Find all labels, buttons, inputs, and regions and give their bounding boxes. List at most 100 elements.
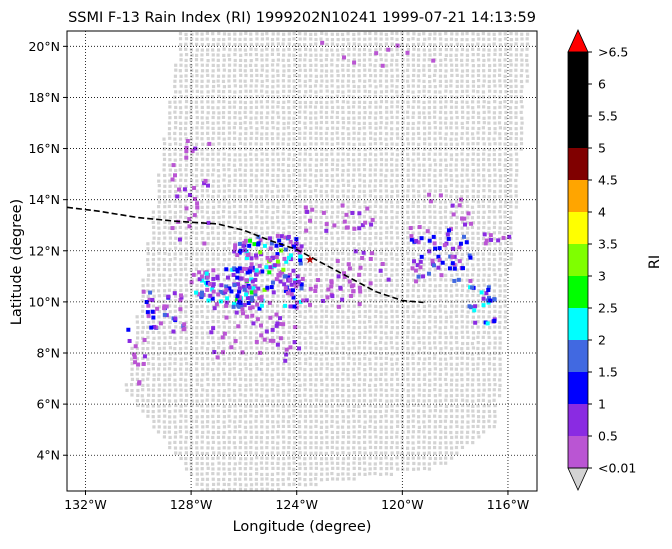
swath-cell [477, 179, 481, 183]
swath-cell [390, 367, 394, 371]
swath-cell [428, 95, 432, 99]
swath-cell [184, 430, 189, 434]
swath-cell [183, 310, 188, 314]
swath-cell [254, 200, 259, 204]
swath-cell [492, 330, 496, 335]
swath-cell [320, 472, 324, 476]
swath-cell [292, 183, 296, 188]
swath-cell [509, 168, 513, 172]
swath-cell [303, 173, 307, 177]
swath-cell [325, 200, 329, 204]
swath-cell [347, 89, 351, 93]
swath-cell [455, 189, 459, 194]
swath-cell [444, 441, 448, 445]
swath-cell [503, 163, 507, 167]
swath-cell [281, 105, 285, 110]
swath-cell [308, 373, 313, 377]
swath-cell [443, 210, 448, 214]
swath-cell [244, 450, 248, 455]
swath-cell [439, 367, 443, 372]
swath-cell [260, 315, 264, 319]
swath-cell [206, 420, 210, 424]
swath-cell [308, 246, 312, 250]
swath-cell [416, 179, 421, 183]
swath-cell [417, 347, 421, 351]
swath-cell [292, 137, 296, 141]
swath-cell [211, 89, 215, 93]
swath-cell [281, 435, 286, 439]
swath-cell [216, 482, 221, 486]
swath-cell [363, 241, 367, 245]
swath-cell [287, 430, 291, 434]
swath-cell [211, 189, 216, 193]
swath-cell [303, 446, 307, 450]
swath-cell [341, 278, 345, 282]
swath-cell [433, 284, 438, 288]
swath-cell [298, 331, 302, 335]
swath-cell [395, 367, 400, 371]
swath-cell [482, 225, 486, 230]
swath-cell [276, 483, 280, 487]
swath-cell [281, 409, 286, 413]
swath-cell [271, 110, 275, 114]
swath-cell [173, 393, 177, 397]
swath-cell [271, 414, 275, 418]
swath-cell [487, 399, 491, 403]
swath-cell [233, 252, 237, 257]
swath-cell [487, 89, 492, 93]
swath-cell [168, 268, 172, 272]
swath-cell [346, 127, 350, 131]
swath-cell [184, 132, 188, 136]
swath-cell [341, 247, 345, 251]
swath-cell [411, 367, 416, 371]
swath-cell [255, 215, 259, 219]
swath-cell [352, 137, 356, 141]
swath-cell [135, 372, 139, 376]
swath-cell [178, 278, 182, 282]
swath-cell [157, 251, 161, 256]
swath-cell [379, 347, 383, 351]
swath-cell [211, 273, 215, 277]
swath-cell [384, 294, 388, 298]
swath-cell [335, 409, 339, 413]
swath-cell [222, 205, 226, 209]
swath-cell [314, 404, 318, 409]
swath-cell [336, 210, 340, 214]
swath-cell [411, 424, 416, 429]
swath-cell [173, 147, 177, 151]
swath-cell [173, 294, 178, 298]
swath-cell [336, 309, 340, 313]
swath-cell [179, 94, 183, 99]
swath-cell [357, 414, 362, 419]
swath-cell [233, 84, 237, 88]
swath-cell [504, 132, 508, 136]
swath-cell [450, 373, 454, 377]
swath-cell [320, 420, 324, 424]
swath-cell [265, 163, 270, 167]
swath-cell [341, 367, 346, 371]
swath-cell [243, 110, 247, 115]
swath-cell [184, 351, 188, 356]
swath-cell [270, 478, 274, 482]
swath-cell [493, 173, 497, 177]
swath-cell [184, 451, 188, 455]
swath-cell [293, 441, 297, 445]
swath-cell [481, 398, 486, 402]
swath-cell [396, 420, 400, 424]
swath-cell [401, 132, 405, 136]
swath-cell [243, 168, 247, 173]
swath-cell [476, 362, 480, 366]
swath-cell [184, 252, 189, 256]
swath-cell [314, 136, 318, 141]
swath-cell [444, 335, 448, 340]
swath-cell [330, 268, 334, 272]
swath-cell [281, 415, 286, 419]
swath-cell [178, 347, 183, 351]
swath-cell [433, 90, 437, 94]
swath-cell [222, 425, 227, 429]
swath-cell [157, 373, 161, 377]
swath-cell [271, 399, 275, 403]
swath-cell [450, 221, 454, 225]
swath-cell [482, 325, 486, 329]
swath-cell [303, 330, 308, 335]
